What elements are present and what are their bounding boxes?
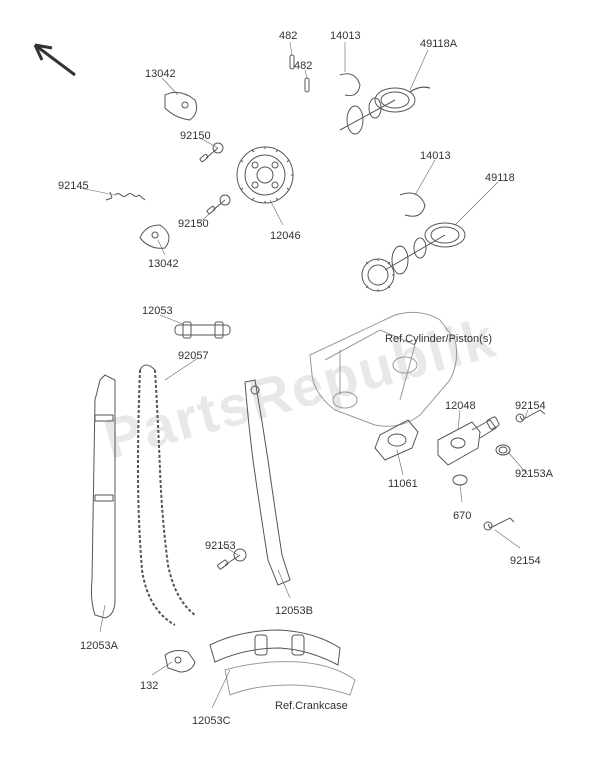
part-label-92150a: 92150	[180, 130, 211, 142]
part-label-670: 670	[453, 510, 471, 522]
weight-upper	[165, 92, 197, 120]
camshaft-exhaust	[340, 87, 430, 134]
part-label-refcyl: Ref.Cylinder/Piston(s)	[385, 333, 492, 345]
chain-guide-middle	[245, 380, 290, 585]
timing-chain	[138, 365, 195, 625]
part-label-refcrank: Ref.Crankcase	[275, 700, 348, 712]
crankcase-ref	[225, 662, 355, 695]
part-label-92153a: 92153A	[515, 468, 553, 480]
part-label-14013b: 14013	[420, 150, 451, 162]
part-label-14013a: 14013	[330, 30, 361, 42]
bolt-tensioner-cap	[496, 445, 510, 455]
part-label-49118b: 49118	[485, 172, 515, 184]
bolt-guide	[217, 549, 246, 570]
chain-guide-lower	[210, 630, 340, 665]
weight-lower	[140, 225, 169, 248]
chain-guide-left	[91, 375, 115, 618]
part-label-92153b: 92153	[205, 540, 236, 552]
part-label-92154b: 92154	[510, 555, 541, 567]
part-label-49118a: 49118A	[420, 38, 457, 50]
part-label-92145: 92145	[58, 180, 89, 192]
bracket	[165, 651, 195, 672]
part-label-92057: 92057	[178, 350, 209, 362]
part-label-12053c: 12053C	[192, 715, 231, 727]
part-label-482b: 482	[294, 60, 312, 72]
pin-lower	[305, 78, 309, 92]
part-label-12053a: 12053A	[80, 640, 118, 652]
cylinder-ref	[310, 312, 457, 426]
part-label-12053: 12053	[142, 305, 173, 317]
spring	[106, 192, 145, 200]
part-label-92150b: 92150	[178, 218, 209, 230]
part-label-12048: 12048	[445, 400, 476, 412]
part-label-13042b: 13042	[148, 258, 179, 270]
tensioner	[438, 416, 500, 465]
bolt-upper	[200, 143, 223, 162]
parts-diagram	[0, 0, 600, 775]
bolt-bottom	[484, 518, 514, 530]
part-label-92154a: 92154	[515, 400, 546, 412]
part-label-12053b: 12053B	[275, 605, 313, 617]
o-ring	[453, 475, 467, 485]
camshaft-intake	[362, 223, 465, 291]
part-label-132: 132	[140, 680, 158, 692]
sprocket	[237, 147, 293, 203]
part-label-482a: 482	[279, 30, 297, 42]
retaining-ring-upper	[340, 74, 360, 96]
retaining-ring-lower	[400, 193, 425, 216]
part-label-13042a: 13042	[145, 68, 176, 80]
bolt-lower	[207, 195, 230, 214]
part-label-11061: 11061	[388, 478, 418, 490]
part-label-12046: 12046	[270, 230, 301, 242]
